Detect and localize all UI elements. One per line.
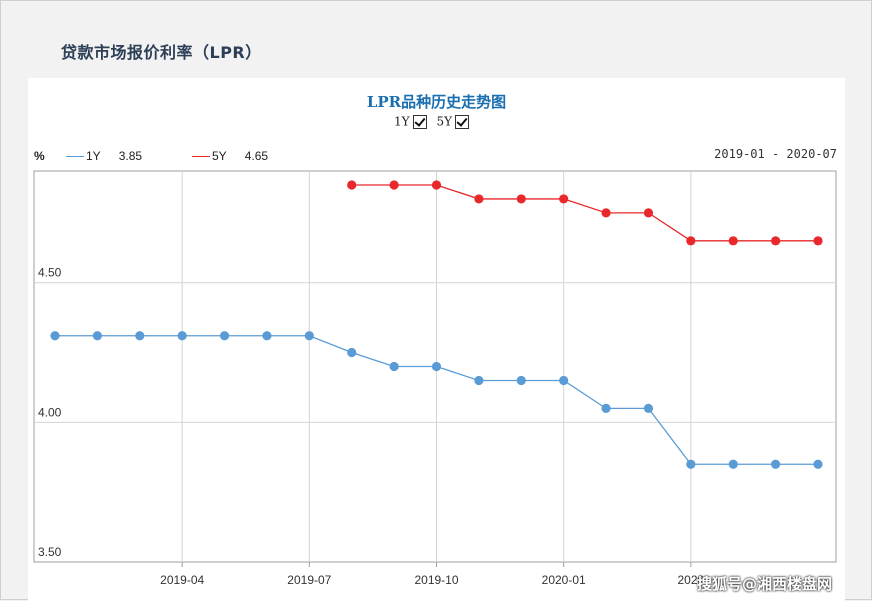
x-tick-label: 2020 [677,573,704,587]
data-point-1y [643,403,654,413]
data-point-1y [474,375,484,386]
data-point-5y [813,236,823,246]
legend-value-5y: 4.65 [244,149,269,163]
toggle-5y-checkbox[interactable] [455,114,470,129]
x-tick-label: 2019-04 [160,573,204,587]
x-tick-label: 2019-07 [287,573,331,587]
data-point-1y [559,375,569,386]
data-point-5y [516,194,526,204]
page-title: 贷款市场报价利率（LPR） [61,43,262,62]
x-tick-label: 2020-01 [542,573,586,587]
data-point-5y [686,236,696,246]
toggle-5y-label: 5Y [436,114,453,129]
y-tick-label: 4.00 [38,405,62,419]
data-point-1y [347,347,357,358]
legend-swatch-5y [192,156,210,158]
plot-border [33,170,837,563]
legend-swatch-1y [66,156,84,158]
series-line-5y [351,184,818,242]
data-point-1y [304,331,314,341]
chart-title: LPR品种历史走势图 [366,93,507,111]
toggle-1y-checkbox[interactable] [412,114,427,129]
legend-item-5y[interactable]: 5Y 4.65 [192,149,268,163]
data-point-1y [177,331,187,341]
data-point-1y [262,331,272,341]
line-chart: 3.50 4.00 4.50 2019-04 2019-07 2019-10 2020-01… [33,170,837,587]
y-tick-label: 3.50 [38,545,62,559]
data-point-1y [728,459,738,469]
data-point-1y [516,375,526,386]
toggle-1y-label: 1Y [393,114,410,129]
data-point-5y [431,180,442,190]
series-toggles: 1Y 5Y [28,114,845,129]
data-point-5y [643,208,654,218]
data-point-1y [389,361,399,372]
data-point-1y [219,331,230,341]
data-point-5y [347,180,357,190]
y-unit-label: % [34,149,45,163]
data-point-5y [601,208,611,218]
data-point-1y [686,459,696,469]
data-point-1y [92,331,102,341]
legend-item-1y[interactable]: 1Y 3.85 [66,149,142,163]
data-point-5y [474,194,484,204]
data-point-1y [771,459,781,469]
x-tick-label: 2019-10 [414,573,458,587]
data-point-1y [813,459,823,469]
data-point-5y [389,180,399,190]
watermark-text: 搜狐号@湘西楼盘网 [697,575,833,593]
date-range: 2019-01 - 2020-07 [714,147,837,161]
legend-name-1y: 1Y [86,149,101,163]
data-point-5y [559,194,569,204]
legend-value-1y: 3.85 [118,149,143,163]
data-point-1y [135,331,145,341]
data-point-1y [601,403,611,413]
data-point-1y [431,361,442,372]
data-point-1y [50,331,60,341]
data-point-5y [771,236,781,246]
chart-panel: LPR品种历史走势图 1Y 5Y % 1Y 3.85 5Y 4.65 2019-01 … [28,78,845,601]
legend-name-5y: 5Y [212,149,227,163]
data-point-5y [728,236,738,246]
y-tick-label: 4.50 [38,266,62,280]
